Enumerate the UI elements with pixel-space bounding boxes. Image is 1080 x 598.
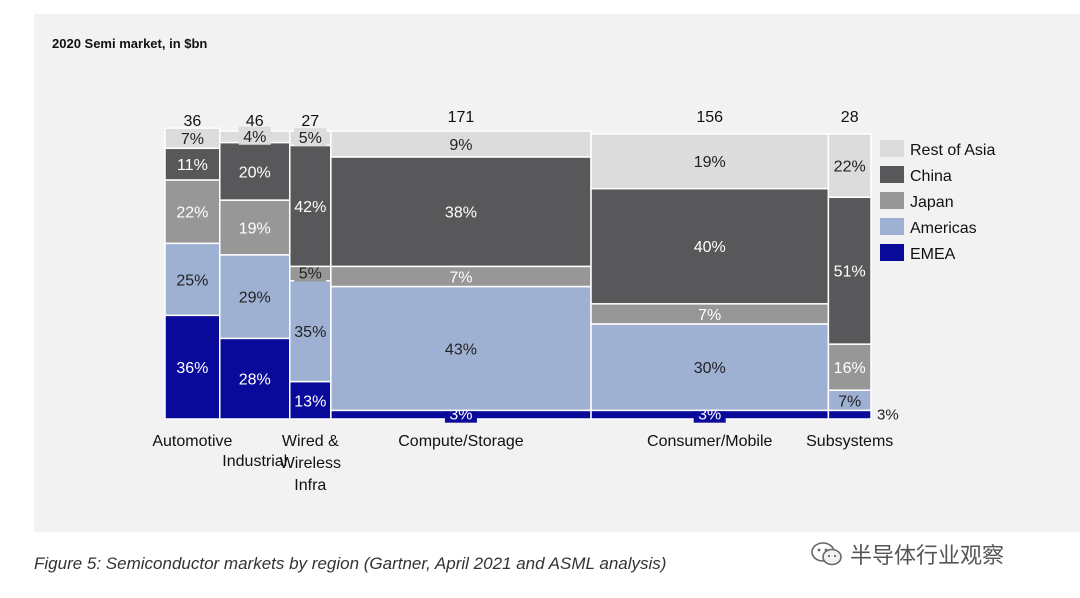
market-size-label: 171 <box>448 109 475 126</box>
category-label: Automotive <box>152 433 232 450</box>
data-label: 29% <box>239 290 271 307</box>
data-label-box <box>294 263 327 282</box>
data-label: 7% <box>181 131 204 148</box>
data-label: 7% <box>449 269 472 286</box>
data-label: 22% <box>834 159 866 176</box>
category-label: Consumer/Mobile <box>647 433 772 450</box>
data-label: 25% <box>176 272 208 289</box>
legend-swatch <box>880 244 904 261</box>
data-label: 20% <box>239 164 271 181</box>
legend-label: Japan <box>910 194 954 211</box>
data-label: 3% <box>877 407 899 424</box>
segment-americas <box>590 323 830 412</box>
data-label: 22% <box>176 205 208 222</box>
data-label-box <box>294 128 327 147</box>
segment-rest-of-asia <box>590 133 830 190</box>
legend-swatch <box>880 218 904 235</box>
category-label: Wireless <box>280 455 341 472</box>
figure-caption: Figure 5: Semiconductor markets by regio… <box>34 554 667 573</box>
data-label: 51% <box>834 264 866 281</box>
data-label: 7% <box>838 393 861 410</box>
segment-emea <box>164 314 221 420</box>
segment-americas <box>219 254 291 340</box>
segment-japan <box>219 199 291 256</box>
data-label: 42% <box>294 199 326 216</box>
market-size-label: 28 <box>841 109 859 126</box>
legend-swatch <box>880 166 904 183</box>
data-label: 11% <box>177 157 208 174</box>
data-label: 4% <box>243 129 266 146</box>
category-label: Wired & <box>282 433 339 450</box>
segment-japan <box>164 179 221 245</box>
data-label: 36% <box>176 360 208 377</box>
chart-title: 2020 Semi market, in $bn <box>52 36 208 51</box>
segment-china <box>827 196 872 345</box>
legend-label: Americas <box>910 220 977 237</box>
data-label: 43% <box>445 341 477 358</box>
segment-china <box>330 156 592 268</box>
data-label: 5% <box>299 266 322 283</box>
market-size-label: 27 <box>301 113 319 130</box>
data-label: 19% <box>239 220 271 237</box>
data-label-box <box>238 126 271 145</box>
data-label: 28% <box>239 372 271 389</box>
category-label: Industrial <box>222 453 287 470</box>
watermark-text: 半导体行业观察 <box>850 544 1005 569</box>
market-size-label: 36 <box>183 113 201 130</box>
segment-japan <box>827 343 872 391</box>
data-label: 16% <box>834 360 866 377</box>
legend-swatch <box>880 140 904 157</box>
wechat-icon <box>811 542 842 566</box>
data-label: 38% <box>445 205 477 222</box>
segment-rest-of-asia <box>330 130 592 158</box>
segment-china <box>219 141 291 201</box>
category-label: Subsystems <box>806 433 893 450</box>
watermark: 半导体行业观察 <box>810 538 1004 570</box>
data-label: 9% <box>449 137 472 154</box>
data-label: 35% <box>294 324 326 341</box>
data-label: 7% <box>698 307 721 324</box>
legend-label: China <box>910 168 952 185</box>
segment-rest-of-asia <box>827 133 872 198</box>
segment-emea <box>827 409 872 420</box>
market-size-label: 46 <box>246 113 264 130</box>
legend-label: Rest of Asia <box>910 142 995 159</box>
category-label: Infra <box>294 477 326 494</box>
data-label: 30% <box>694 360 726 377</box>
data-label: 13% <box>294 393 326 410</box>
legend-swatch <box>880 192 904 209</box>
category-label: Compute/Storage <box>398 433 524 450</box>
data-label: 40% <box>694 239 726 256</box>
market-size-label: 156 <box>696 109 723 126</box>
legend-label: EMEA <box>910 246 956 263</box>
data-label: 19% <box>694 154 726 171</box>
data-label: 5% <box>299 130 322 147</box>
segment-china <box>590 187 830 305</box>
segment-china <box>289 144 332 268</box>
